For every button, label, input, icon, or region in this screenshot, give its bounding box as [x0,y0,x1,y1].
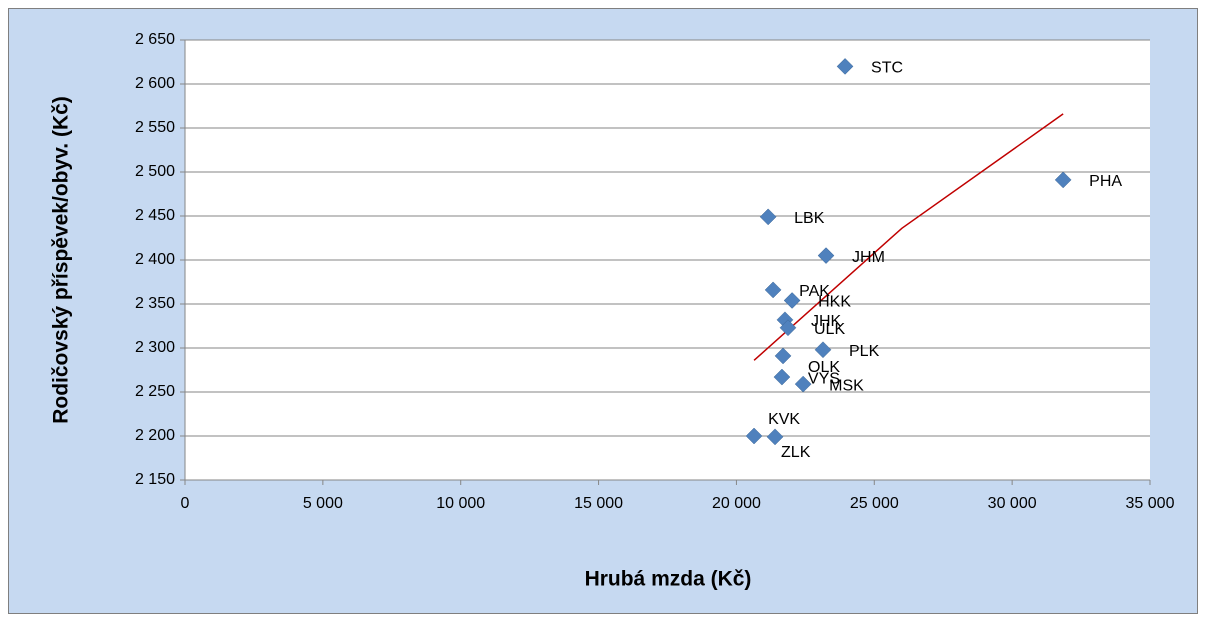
point [794,375,812,393]
point [773,368,791,386]
y-tick-label: 2 200 [135,427,175,444]
x-tick-label: 30 000 [988,495,1037,512]
point-label: VYS [808,370,840,387]
point-label: PHA [1089,173,1122,190]
x-tick-label: 25 000 [850,495,899,512]
x-tick-label: 0 [181,495,190,512]
y-tick-label: 2 250 [135,383,175,400]
trendline [753,113,1064,361]
x-axis-title: Hrubá mzda (Kč) [585,568,752,591]
x-tick-label: 35 000 [1126,495,1175,512]
point [766,428,784,446]
point [817,247,835,264]
point-label: ZLK [781,444,811,461]
point [779,319,797,337]
y-tick-label: 2 600 [135,75,175,92]
point-label: KVK [768,411,800,428]
point-label: ULK [814,321,845,338]
point [836,58,854,75]
point-label: OLK [808,359,840,376]
point-label: HKK [818,294,851,311]
point-label: JHK [811,313,842,330]
x-tick-label: 20 000 [712,495,761,512]
y-tick-label: 2 300 [135,339,175,356]
point [745,427,763,445]
y-tick-label: 2 450 [135,207,175,224]
x-tick-label: 5 000 [303,495,343,512]
y-tick-label: 2 350 [135,295,175,312]
y-tick-label: 2 500 [135,163,175,180]
y-tick-label: 2 400 [135,251,175,268]
y-tick-label: 2 150 [135,471,175,488]
point-label: STC [871,60,903,77]
point-label: JHM [852,249,885,266]
point [764,281,782,299]
y-axis-title: Rodičovský příspěvek/obyv. (Kč) [50,96,73,424]
point [774,347,792,365]
x-tick-label: 10 000 [436,495,485,512]
x-tick-label: 15 000 [574,495,623,512]
point-label: PAK [799,283,830,300]
y-tick-label: 2 550 [135,119,175,136]
point [814,341,832,359]
y-tick-label: 2 650 [135,31,175,48]
point-label: PLK [849,343,880,360]
point-label: LBK [794,210,825,227]
point [783,292,801,309]
point-label: MSK [829,377,864,394]
point [759,208,777,226]
point [1054,171,1072,189]
